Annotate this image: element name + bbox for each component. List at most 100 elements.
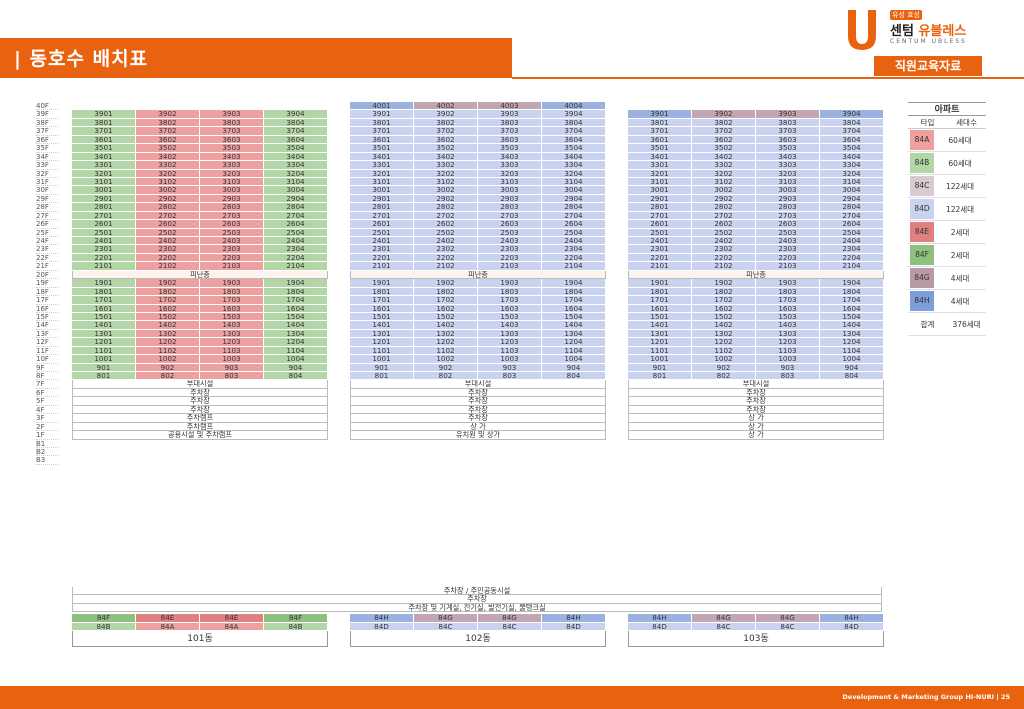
unit-cell: 902 [692,363,756,372]
unit-cell: 3802 [414,118,478,128]
unit-cell: 2104 [264,262,328,271]
unit-cell: 3604 [820,135,884,145]
unit-cell: 2103 [478,262,542,271]
unit-cell: 3401 [350,152,414,162]
type-cell: 84A [136,622,200,632]
type-row-top: 84H 84G 84G 84H [628,614,884,623]
unit-cell: 1204 [820,338,884,347]
unit-cell: 1504 [820,312,884,322]
unit-cell: 803 [478,372,542,381]
unit-cell: 1004 [542,355,606,364]
floor-row: 2301 2302 2303 2304 [350,245,606,254]
type-block: 84F 84E 84E 84F 84B 84A 84A 84B 101동 [72,614,328,648]
floor-row: 1801 1802 1803 1804 [350,287,606,297]
unit-cell: 903 [478,363,542,372]
unit-cell: 1904 [542,279,606,288]
floor-row: 1301 1302 1303 1304 [72,329,328,339]
unit-cell: 1602 [692,304,756,313]
unit-cell: 3103 [478,177,542,187]
unit-cell: 1903 [756,279,820,288]
podium-cell: 주차장 [72,397,328,406]
unit-cell: 2601 [350,220,414,229]
unit-cell: 3303 [478,161,542,170]
unit-cell: 1103 [200,346,264,356]
unit-cell: 1902 [692,279,756,288]
unit-cell: 3703 [756,127,820,136]
unit-cell: 1102 [692,346,756,356]
floor-row: 2601 2602 2603 2604 [628,220,884,229]
floor-row: 2801 2802 2803 2804 [72,203,328,212]
unit-cell: 3402 [692,152,756,162]
floor-row: 1001 1002 1003 1004 [350,355,606,364]
unit-cell: 3804 [542,118,606,128]
floor-label: 22F [36,254,58,263]
unit-cell: 1903 [478,279,542,288]
floor-row: 2801 2802 2803 2804 [628,203,884,212]
unit-cell: 1103 [756,346,820,356]
unit-cell: 2204 [264,253,328,263]
unit-cell: 3602 [692,135,756,145]
unit-cell: 1102 [136,346,200,356]
unit-cell: 2304 [820,245,884,254]
unit-cell: 1202 [414,338,478,347]
floor-label: 17F [36,296,58,305]
legend-rows: 84A 60세대 84B 60세대 84C 122세대 84D 122세대 84E 2세대 84F 2… [908,129,986,313]
floor-row: 1601 1602 1603 1604 [628,304,884,313]
unit-cell: 2303 [200,245,264,254]
floor-row: 1401 1402 1403 1404 [628,321,884,330]
unit-cell: 1702 [136,296,200,305]
unit-cell: 3203 [756,169,820,178]
unit-cell: 1101 [628,346,692,356]
podium-row: 주차장 [350,397,606,406]
podium-row: 주차램프 [72,414,328,423]
unit-cell: 3003 [200,186,264,195]
unit-cell: 2701 [350,211,414,221]
unit-cell: 1001 [628,355,692,364]
floor-label: 21F [36,262,58,271]
floor-label: 34F [36,153,58,162]
legend-row: 84A 60세대 [908,129,986,152]
floor-row: 1201 1202 1203 1204 [628,338,884,347]
floor-row: 3301 3302 3303 3304 [72,161,328,170]
unit-cell: 2901 [72,194,136,204]
type-cell: 84G [692,614,756,623]
unit-cell: 2902 [414,194,478,204]
unit-cell: 3601 [628,135,692,145]
unit-cell: 2704 [542,211,606,221]
podium-row: 부대시설 [350,380,606,389]
unit-cell: 3203 [200,169,264,178]
floor-label: 2F [36,423,58,432]
floor-row: 3801 3802 3803 3804 [350,118,606,128]
refuge-floor: 피난층 [72,270,328,280]
unit-cell: 2603 [756,220,820,229]
unit-cell: 801 [350,372,414,381]
floor-label: 25F [36,229,58,237]
type-cell: 84F [264,614,328,623]
unit-cell: 3804 [264,118,328,128]
unit-cell: 3903 [200,110,264,119]
floor-row: 1201 1202 1203 1204 [350,338,606,347]
unit-cell: 3603 [756,135,820,145]
unit-cell: 3403 [478,152,542,162]
unit-cell: 2401 [350,237,414,246]
floor-row: 1301 1302 1303 1304 [350,329,606,339]
unit-cell: 3304 [264,161,328,170]
building-103: 3901 3902 3903 3904 3801 3802 3803 3804 3701 3702… [628,102,884,440]
floor-row: 3201 3202 3203 3204 [72,169,328,178]
logo-tag: 유성 효성 [890,10,922,20]
unit-cell: 3303 [756,161,820,170]
unit-cell: 2801 [628,203,692,212]
unit-cell: 2801 [72,203,136,212]
unit-cell: 1701 [628,296,692,305]
unit-cell: 3403 [200,152,264,162]
legend-row: 84B 60세대 [908,152,986,175]
legend-count: 122세대 [945,181,975,191]
podium-cell: 상 가 [628,422,884,432]
unit-cell: 2903 [200,194,264,204]
unit-cell: 3801 [628,118,692,128]
unit-cell: 3303 [200,161,264,170]
unit-cell: 1803 [200,287,264,297]
unit-cell: 1302 [414,329,478,339]
unit-cell: 2502 [136,228,200,237]
unit-cell: 3502 [136,144,200,153]
